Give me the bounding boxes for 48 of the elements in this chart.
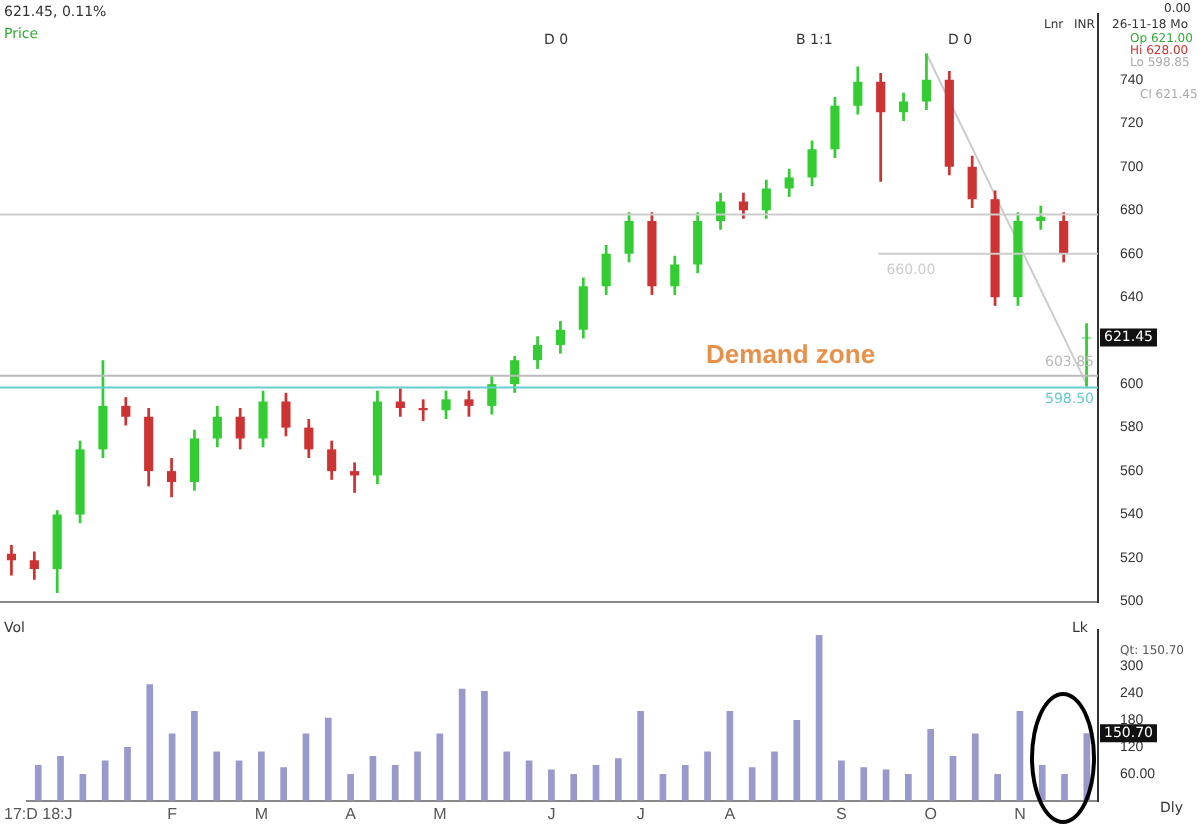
bar: [704, 751, 711, 801]
bar: [34, 764, 42, 801]
bar: [124, 746, 131, 801]
bar: [481, 690, 488, 801]
x-tick-label: M: [433, 804, 448, 823]
bar: [971, 733, 979, 801]
bar: [793, 720, 801, 801]
bar: [347, 773, 354, 801]
x-tick-label: J: [636, 804, 645, 823]
x-tick-label: A: [345, 804, 358, 823]
bar: [101, 760, 109, 801]
bar: [414, 751, 421, 801]
bar: [1083, 733, 1091, 801]
x-tick-label: S: [836, 804, 847, 823]
bar: [994, 773, 1001, 801]
bar: [258, 751, 265, 801]
bar: [570, 773, 578, 801]
bar: [391, 764, 399, 801]
bar: [905, 773, 912, 801]
bar: [280, 767, 288, 801]
bar: [57, 755, 64, 801]
x-tick-label: F: [167, 804, 178, 823]
bar: [548, 769, 555, 801]
bar: [324, 717, 332, 801]
bar: [860, 767, 868, 801]
bar: [213, 751, 221, 801]
x-tick-label: J: [547, 804, 556, 823]
bar: [637, 711, 644, 801]
bar: [748, 767, 756, 801]
x-tick-label: M: [254, 804, 269, 823]
bar: [681, 764, 689, 801]
bar: [614, 758, 622, 801]
x-tick-label: A: [724, 804, 737, 823]
bar: [503, 751, 511, 801]
bar: [838, 760, 845, 801]
bar: [191, 711, 198, 801]
bar: [927, 729, 935, 801]
bar: [1038, 764, 1046, 801]
annotation: Demand zone: [706, 338, 876, 369]
bar: [436, 733, 444, 801]
bar: [1061, 773, 1068, 801]
x-tick-label: 17:D 18:J: [3, 804, 73, 823]
candlestick: [349, 462, 360, 493]
candlestick: [418, 399, 428, 422]
bar: [771, 751, 778, 801]
bar: [146, 684, 154, 801]
x-tick-label: N: [1014, 804, 1027, 823]
x-tick-label: O: [924, 804, 937, 823]
